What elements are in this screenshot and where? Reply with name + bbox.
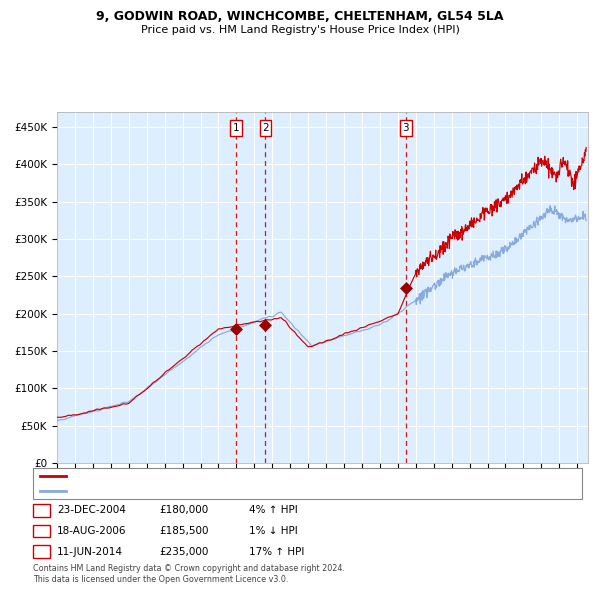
Text: 3: 3: [403, 123, 409, 133]
Text: 2: 2: [262, 123, 269, 133]
Text: 1: 1: [38, 506, 45, 515]
Text: 17% ↑ HPI: 17% ↑ HPI: [249, 547, 304, 556]
Text: 11-JUN-2014: 11-JUN-2014: [57, 547, 123, 556]
Text: Contains HM Land Registry data © Crown copyright and database right 2024.: Contains HM Land Registry data © Crown c…: [33, 565, 345, 573]
Text: 2: 2: [38, 526, 45, 536]
Text: 1: 1: [233, 123, 239, 133]
Text: This data is licensed under the Open Government Licence v3.0.: This data is licensed under the Open Gov…: [33, 575, 289, 584]
Text: 23-DEC-2004: 23-DEC-2004: [57, 506, 126, 515]
Text: HPI: Average price, semi-detached house, Tewkesbury: HPI: Average price, semi-detached house,…: [69, 486, 314, 496]
Text: 1% ↓ HPI: 1% ↓ HPI: [249, 526, 298, 536]
Text: £185,500: £185,500: [159, 526, 209, 536]
Text: £180,000: £180,000: [159, 506, 208, 515]
Text: 9, GODWIN ROAD, WINCHCOMBE, CHELTENHAM, GL54 5LA: 9, GODWIN ROAD, WINCHCOMBE, CHELTENHAM, …: [96, 10, 504, 23]
Text: Price paid vs. HM Land Registry's House Price Index (HPI): Price paid vs. HM Land Registry's House …: [140, 25, 460, 35]
Text: £235,000: £235,000: [159, 547, 208, 556]
Text: 18-AUG-2006: 18-AUG-2006: [57, 526, 127, 536]
Text: 9, GODWIN ROAD, WINCHCOMBE, CHELTENHAM, GL54 5LA (semi-detached house): 9, GODWIN ROAD, WINCHCOMBE, CHELTENHAM, …: [69, 472, 441, 481]
Text: 4% ↑ HPI: 4% ↑ HPI: [249, 506, 298, 515]
Text: 3: 3: [38, 547, 45, 556]
